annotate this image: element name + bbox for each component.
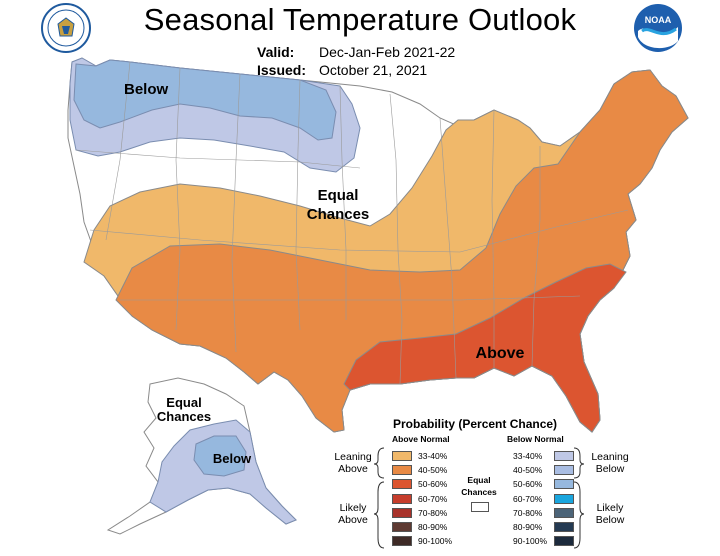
likely-below-line2: Below <box>595 514 625 526</box>
above-range-label: 50-60% <box>418 479 448 490</box>
above-swatch <box>392 493 412 504</box>
likely-above-line1: Likely <box>339 502 367 514</box>
above-range-label: 60-70% <box>418 493 448 504</box>
page-title: Seasonal Temperature Outlook <box>143 2 577 37</box>
below-range-label: 90-100% <box>513 536 548 547</box>
above-swatch <box>392 536 412 547</box>
equal-line2: Chances <box>461 487 497 497</box>
label-above: Above <box>476 345 525 362</box>
label-alaska-below: Below <box>213 451 252 466</box>
label-alaska-equal-1: Equal <box>166 395 201 410</box>
below-swatch <box>554 522 574 532</box>
label-equal-main-1: Equal <box>318 187 359 204</box>
below-swatch <box>554 479 574 490</box>
legend-likely-below: Likely Below <box>580 502 640 526</box>
above-range-label: 80-90% <box>418 522 448 532</box>
legend-equal-chances: Equal Chances <box>453 474 505 498</box>
noaa-logo-icon: NOAA <box>634 4 682 52</box>
leaning-above-line1: Leaning <box>334 451 372 463</box>
state-lines <box>75 61 629 385</box>
valid-label: Valid: <box>257 44 295 60</box>
below-range-label: 60-70% <box>513 493 543 504</box>
noaa-logo-text: NOAA <box>645 15 672 25</box>
below-range-label: 33-40% <box>513 451 543 461</box>
equal-line1: Equal <box>467 475 491 485</box>
below-swatch <box>554 493 574 504</box>
label-alaska-equal-2: Chances <box>157 409 211 424</box>
legend-leaning-above: Leaning Above <box>328 451 378 475</box>
alaska-below-core <box>193 435 247 477</box>
legend-equal-swatch <box>471 502 489 512</box>
leaning-below-line2: Below <box>595 463 625 475</box>
issued-value: October 21, 2021 <box>319 62 428 78</box>
legend-below-header: Below Normal <box>507 434 564 444</box>
valid-value: Dec-Jan-Feb 2021-22 <box>319 44 456 60</box>
above-swatch <box>392 451 412 461</box>
above-range-label: 70-80% <box>418 507 448 518</box>
above-range-label: 33-40% <box>418 451 448 461</box>
likely-above-line2: Above <box>338 514 368 526</box>
above-range-label: 40-50% <box>418 465 448 476</box>
issued-label: Issued: <box>257 62 307 78</box>
above-swatch <box>392 522 412 532</box>
label-below-north: Below <box>124 81 169 98</box>
below-range-label: 80-90% <box>513 522 543 532</box>
issued-row: Issued: October 21, 2021 <box>257 62 427 78</box>
below-swatch <box>554 507 574 518</box>
leaning-below-line1: Leaning <box>591 451 629 463</box>
below-region-north-core <box>73 59 337 141</box>
valid-row: Valid: Dec-Jan-Feb 2021-22 <box>257 44 455 60</box>
above-region-50-60 <box>343 263 627 433</box>
legend-above-header: Above Normal <box>392 434 450 444</box>
below-range-label: 70-80% <box>513 507 543 518</box>
above-swatch <box>392 465 412 476</box>
likely-below-line1: Likely <box>596 502 624 514</box>
above-range-label: 90-100% <box>418 536 453 547</box>
below-swatch <box>554 465 574 476</box>
below-swatch <box>554 451 574 461</box>
legend-likely-above: Likely Above <box>328 502 378 526</box>
legend-title: Probability (Percent Chance) <box>393 417 558 431</box>
label-equal-main-2: Chances <box>307 206 370 223</box>
below-range-label: 50-60% <box>513 479 543 490</box>
below-swatch <box>554 536 574 547</box>
department-of-commerce-seal-icon <box>41 3 91 53</box>
below-range-label: 40-50% <box>513 465 543 476</box>
legend-leaning-below: Leaning Below <box>580 451 640 475</box>
above-swatch <box>392 479 412 490</box>
leaning-above-line2: Above <box>338 463 368 475</box>
above-swatch <box>392 507 412 518</box>
